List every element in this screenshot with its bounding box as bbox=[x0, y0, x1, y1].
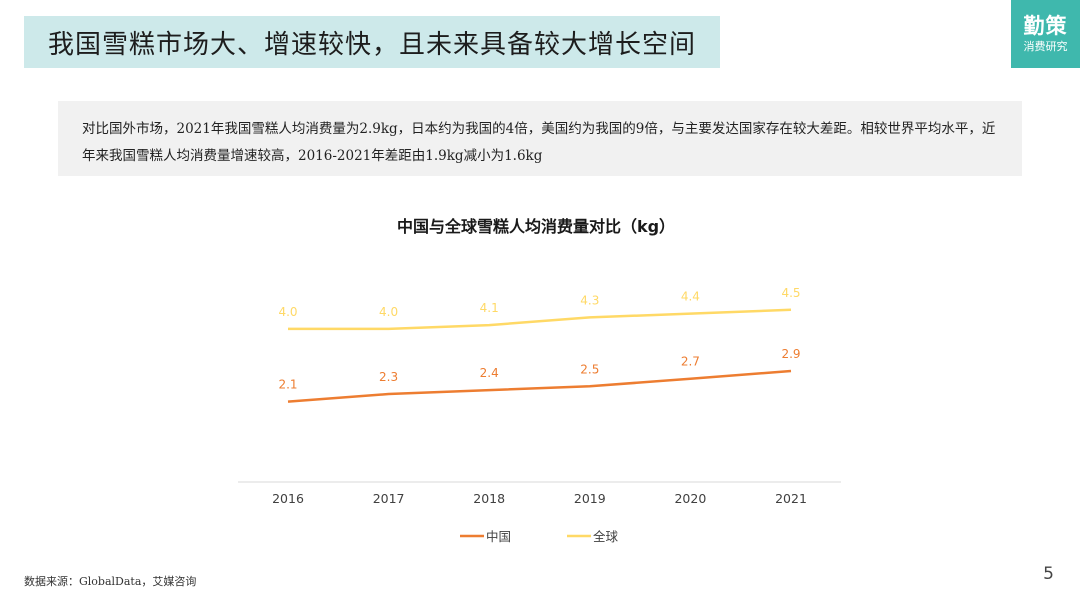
data-label: 4.0 bbox=[379, 305, 398, 319]
line-chart: 中国与全球雪糕人均消费量对比（kg） 2.1 2.3 2.4 2.5 2.7 2.9 4.0… bbox=[238, 217, 841, 544]
brand-logo: 勤策 消费研究 bbox=[1011, 0, 1080, 68]
x-tick-label: 2016 bbox=[272, 491, 304, 506]
data-label: 2.1 bbox=[278, 378, 297, 392]
legend-label: 中国 bbox=[486, 529, 511, 544]
x-tick-label: 2017 bbox=[373, 491, 405, 506]
chart-legend: 中国 全球 bbox=[460, 529, 619, 544]
title-bar: 我国雪糕市场大、增速较快，且未来具备较大增长空间 bbox=[24, 16, 720, 68]
data-label: 4.0 bbox=[278, 305, 297, 319]
x-tick-label: 2019 bbox=[574, 491, 606, 506]
series-layer: 2.1 2.3 2.4 2.5 2.7 2.9 4.0 4.0 4.1 4.3 4.4 4.5 bbox=[278, 286, 801, 403]
data-label: 2.4 bbox=[480, 366, 499, 380]
page-number: 5 bbox=[1043, 564, 1054, 584]
x-tick-label: 2021 bbox=[775, 491, 807, 506]
data-label: 4.4 bbox=[681, 290, 700, 304]
data-label: 2.9 bbox=[781, 347, 800, 361]
summary-box: 对比国外市场，2021年我国雪糕人均消费量为2.9kg，日本约为我国的4倍，美国… bbox=[58, 101, 1022, 176]
x-tick-labels: 2016 2017 2018 2019 2020 2021 bbox=[272, 491, 807, 506]
data-label: 2.5 bbox=[580, 362, 599, 376]
data-label: 4.5 bbox=[781, 286, 800, 300]
data-label: 4.3 bbox=[580, 293, 599, 307]
page-title: 我国雪糕市场大、增速较快，且未来具备较大增长空间 bbox=[48, 29, 697, 60]
series-line-0 bbox=[287, 369, 792, 403]
data-label: 2.3 bbox=[379, 370, 398, 384]
source-note: 数据来源：GlobalData，艾媒咨询 bbox=[24, 575, 197, 588]
summary-text: 对比国外市场，2021年我国雪糕人均消费量为2.9kg，日本约为我国的4倍，美国… bbox=[82, 121, 996, 164]
legend-label: 全球 bbox=[593, 529, 619, 544]
x-tick-label: 2020 bbox=[674, 491, 706, 506]
logo-main-text: 勤策 bbox=[1023, 12, 1068, 38]
logo-sub-text: 消费研究 bbox=[1023, 39, 1068, 53]
chart-title: 中国与全球雪糕人均消费量对比（kg） bbox=[397, 217, 675, 236]
series-line-1 bbox=[288, 308, 792, 331]
data-label: 4.1 bbox=[480, 301, 499, 315]
data-label: 2.7 bbox=[681, 355, 700, 369]
x-tick-label: 2018 bbox=[473, 491, 505, 506]
